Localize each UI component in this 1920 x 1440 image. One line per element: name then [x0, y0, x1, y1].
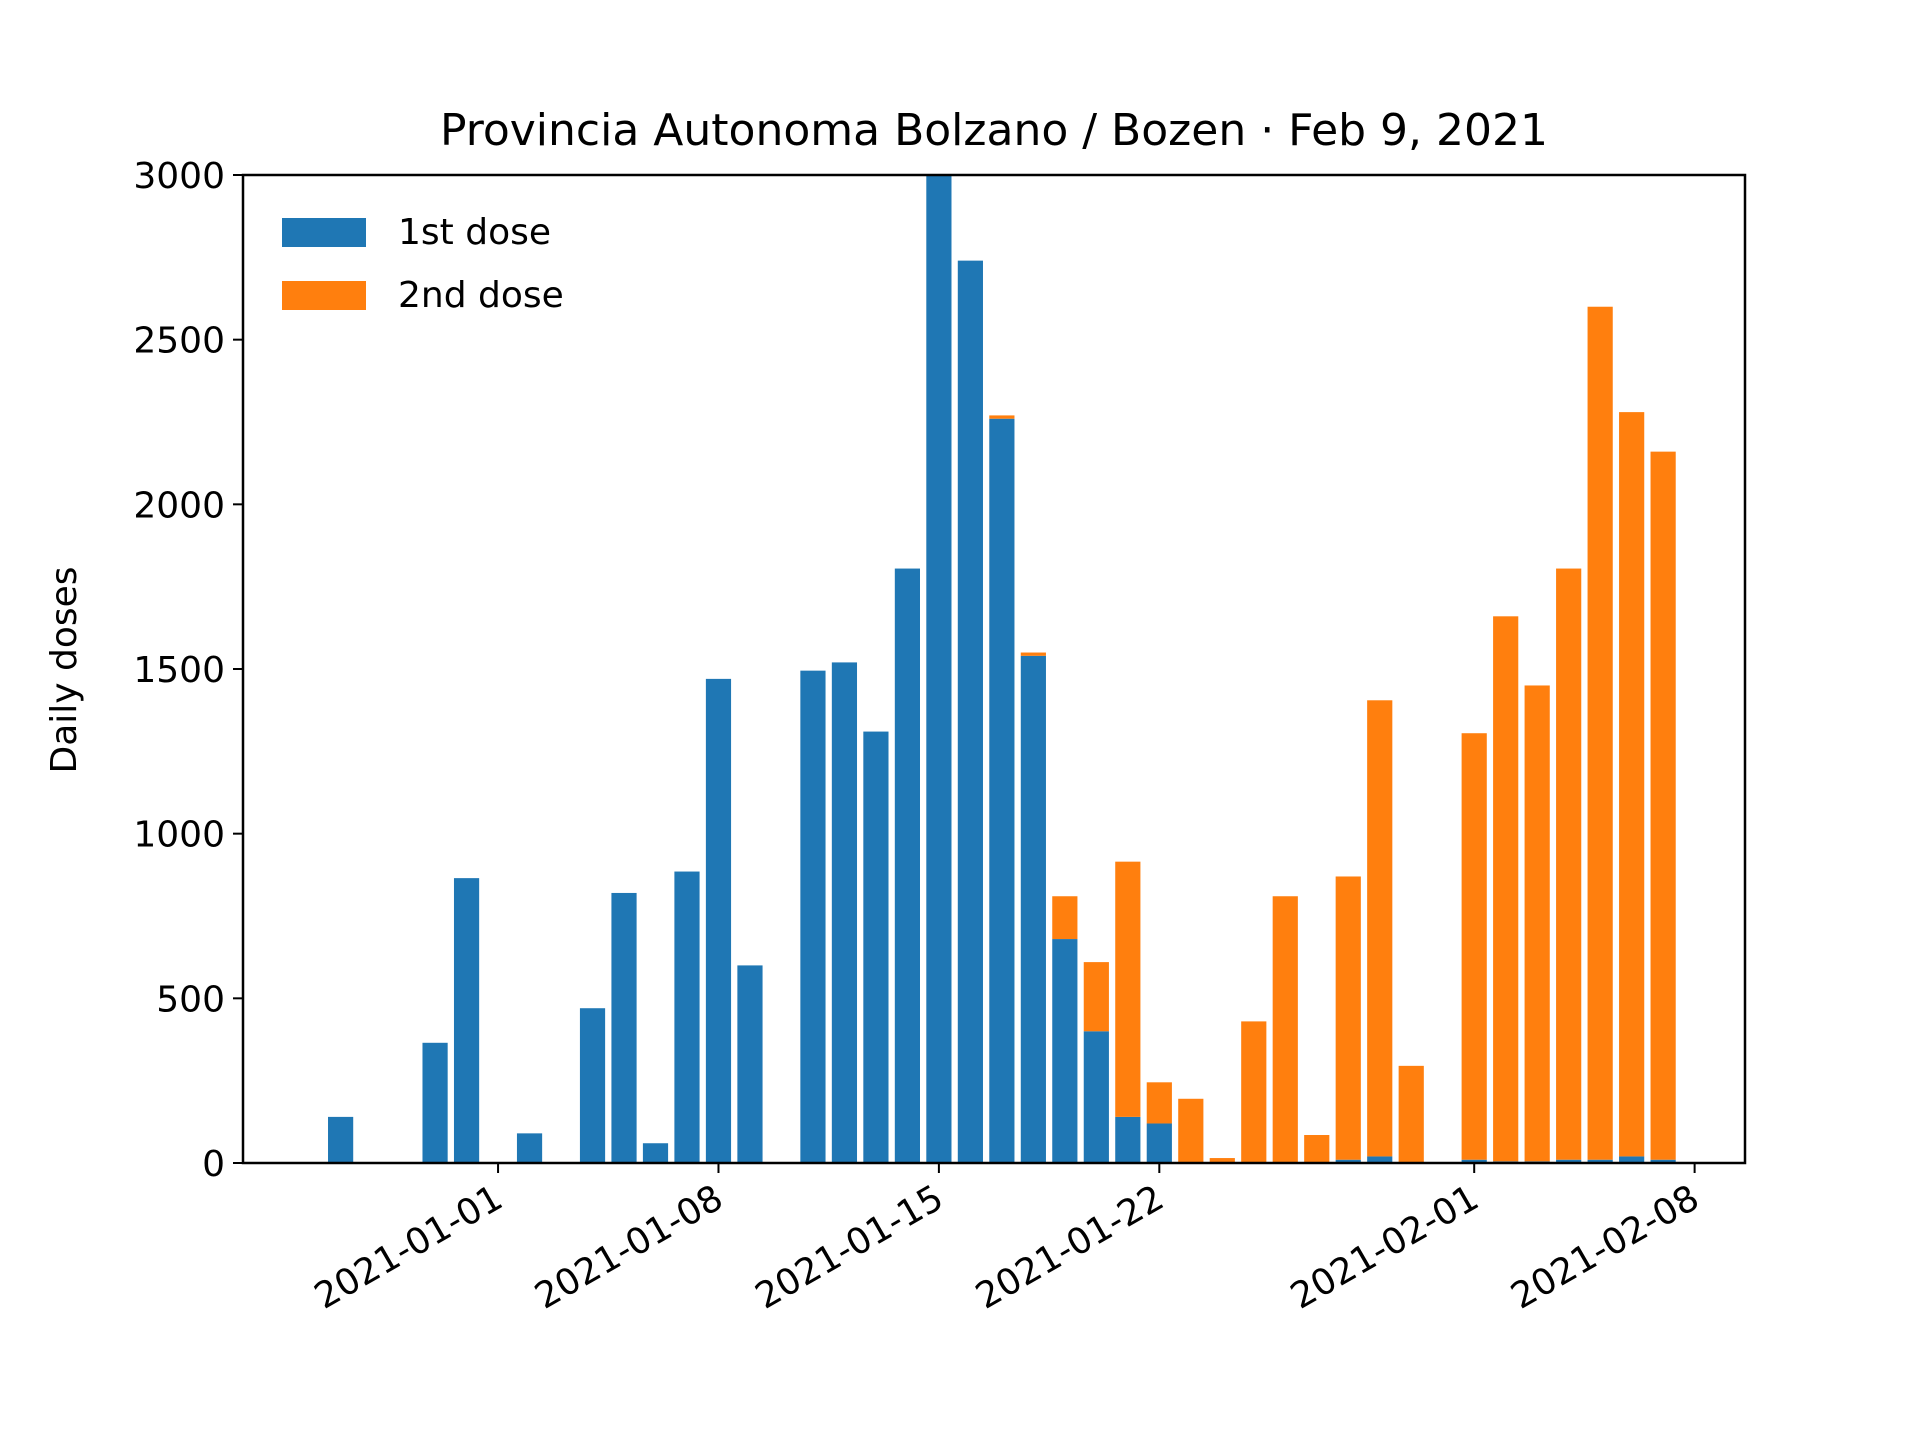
legend-label: 1st dose — [398, 212, 551, 253]
bar-1st-dose-2021-01-02 — [516, 1133, 543, 1163]
x-axis-ticks: 2021-01-01 2021-01-08 2021-01-15 2021-01-22… — [308, 1163, 1706, 1318]
bar-1st-dose-2021-01-12 — [831, 662, 858, 1163]
bar-1st-dose-2021-02-04 — [1556, 1159, 1582, 1163]
bar-1st-dose-2021-02-01 — [1461, 1159, 1487, 1163]
bar-2nd-dose-2021-01-29 — [1367, 700, 1393, 1157]
x-tick-label: 2021-02-08 — [1504, 1177, 1706, 1317]
bar-1st-dose-2020-12-31 — [453, 878, 480, 1163]
bar-2nd-dose-2021-01-30 — [1398, 1065, 1424, 1163]
bar-2nd-dose-2021-02-01 — [1461, 733, 1487, 1160]
x-tick-label: 2021-01-08 — [528, 1177, 730, 1317]
y-tick-label: 2500 — [133, 321, 225, 362]
bar-1st-dose-2021-01-09 — [737, 965, 763, 1163]
y-tick-label: 3000 — [133, 156, 225, 197]
bar-2nd-dose-2021-01-21 — [1115, 861, 1141, 1117]
bars-group — [328, 175, 1676, 1164]
bar-2nd-dose-2021-01-25 — [1241, 1021, 1267, 1163]
bar-1st-dose-2021-01-28 — [1335, 1159, 1361, 1163]
bar-1st-dose-2020-12-30 — [422, 1042, 448, 1163]
legend: 1st dose 2nd dose — [282, 212, 564, 316]
y-axis-label: Daily doses — [44, 566, 85, 773]
bar-2nd-dose-2021-01-23 — [1178, 1098, 1204, 1163]
bar-1st-dose-2021-01-06 — [642, 1143, 669, 1163]
bar-2nd-dose-2021-02-05 — [1587, 306, 1613, 1160]
bar-1st-dose-2021-01-11 — [800, 670, 826, 1163]
y-tick-label: 500 — [156, 979, 225, 1020]
bar-1st-dose-2021-02-07 — [1650, 1159, 1676, 1163]
bar-1st-dose-2021-01-07 — [674, 871, 700, 1163]
bar-1st-dose-2021-01-15 — [926, 175, 952, 1163]
bar-1st-dose-2021-01-19 — [1052, 939, 1078, 1163]
bar-2nd-dose-2021-02-03 — [1524, 685, 1550, 1162]
bar-1st-dose-2021-01-22 — [1146, 1123, 1172, 1163]
legend-label: 2nd dose — [398, 275, 564, 316]
bar-1st-dose-2021-01-13 — [863, 731, 889, 1163]
y-tick-label: 1500 — [133, 650, 225, 691]
bar-1st-dose-2021-01-14 — [894, 568, 920, 1163]
x-tick-label: 2021-01-22 — [969, 1177, 1171, 1317]
y-tick-label: 2000 — [133, 485, 225, 526]
bar-2nd-dose-2021-01-18 — [1020, 652, 1046, 656]
bar-1st-dose-2021-01-18 — [1020, 655, 1046, 1163]
bar-2nd-dose-2021-02-07 — [1650, 451, 1676, 1160]
plot-frame — [241, 173, 1747, 1165]
legend-swatch — [282, 218, 366, 247]
x-tick-label: 2021-02-01 — [1284, 1177, 1486, 1317]
bar-1st-dose-2020-12-27 — [328, 1116, 354, 1163]
bar-1st-dose-2021-01-04 — [579, 1008, 606, 1163]
bar-1st-dose-2021-01-20 — [1083, 1031, 1109, 1163]
bar-2nd-dose-2021-01-19 — [1052, 896, 1078, 940]
bar-1st-dose-2021-02-06 — [1619, 1156, 1645, 1163]
bar-2nd-dose-2021-02-04 — [1556, 568, 1582, 1160]
bar-1st-dose-2021-01-29 — [1367, 1156, 1393, 1163]
bar-2nd-dose-2021-01-26 — [1272, 896, 1298, 1163]
x-tick-label: 2021-01-01 — [308, 1177, 510, 1317]
bar-2nd-dose-2021-01-27 — [1304, 1135, 1330, 1163]
bar-1st-dose-2021-02-05 — [1587, 1159, 1613, 1163]
legend-swatch — [282, 281, 366, 310]
y-tick-label: 0 — [202, 1144, 225, 1185]
bar-1st-dose-2021-01-21 — [1115, 1116, 1141, 1163]
bar-1st-dose-2021-01-16 — [957, 260, 983, 1163]
bar-2nd-dose-2021-01-28 — [1335, 876, 1361, 1160]
bar-1st-dose-2021-01-17 — [989, 418, 1015, 1164]
y-axis-ticks: 0 500 1000 1500 2000 2500 3000 — [133, 156, 243, 1185]
bar-2nd-dose-2021-01-22 — [1146, 1082, 1172, 1124]
chart-title: Provincia Autonoma Bolzano / Bozen · Feb… — [440, 105, 1548, 156]
bar-2nd-dose-2021-02-06 — [1619, 412, 1645, 1157]
bar-1st-dose-2021-01-08 — [705, 678, 732, 1163]
y-tick-label: 1000 — [133, 815, 225, 856]
bar-2nd-dose-2021-01-17 — [989, 415, 1015, 419]
bar-2nd-dose-2021-01-20 — [1083, 962, 1109, 1032]
bar-1st-dose-2021-01-05 — [611, 892, 637, 1163]
x-tick-label: 2021-01-15 — [749, 1177, 951, 1317]
bar-2nd-dose-2021-02-02 — [1493, 616, 1519, 1162]
bar-2nd-dose-2021-01-24 — [1209, 1158, 1235, 1163]
